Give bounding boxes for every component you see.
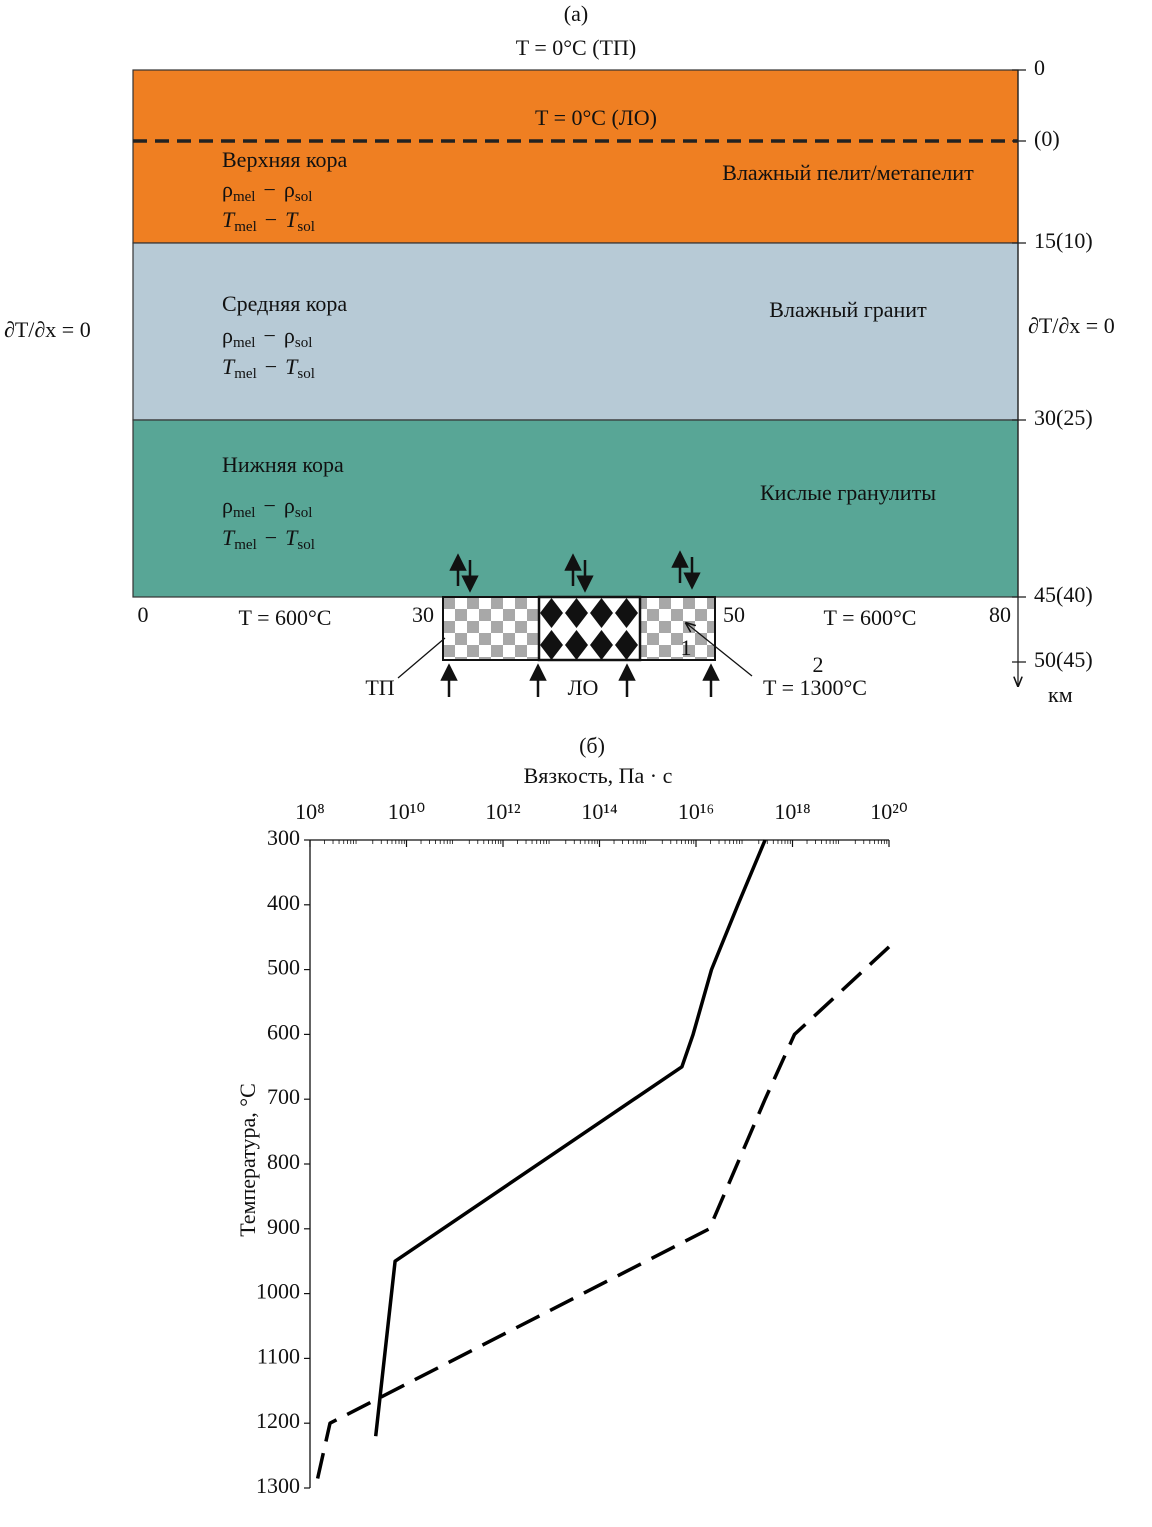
expr-part: mel	[234, 537, 257, 553]
expr-part: ρ	[222, 493, 233, 518]
expr-part: −	[263, 493, 275, 518]
expr-part: ρ	[222, 177, 233, 202]
expr-part: −	[263, 323, 275, 348]
tp-inlet	[640, 597, 715, 660]
expr-part: mel	[233, 189, 256, 205]
y-tick-label: 900	[267, 1214, 300, 1239]
depth-tick-label: 0	[1034, 55, 1045, 80]
expr-part: mel	[233, 335, 256, 351]
inlet-label: T = 1300°C	[763, 675, 867, 700]
series-label: 2	[813, 652, 824, 677]
x-tick-label: 10²⁰	[870, 799, 908, 824]
panel-a: (а) T = 0°C (ТП) Верхняя кора Влажный пел…	[4, 1, 1115, 707]
series-label: 1	[681, 635, 692, 660]
panel-b: (б) Вязкость, Па · с Температура, °C 10⁸…	[235, 635, 908, 1498]
y-tick-label: 1200	[256, 1408, 300, 1433]
y-tick-label: 700	[267, 1084, 300, 1109]
layer-material: Влажный пелит/метапелит	[722, 160, 974, 185]
y-tick-label: 500	[267, 955, 300, 980]
panel-label: (б)	[579, 733, 605, 758]
expr-part: ρ	[284, 493, 295, 518]
expr-part: −	[265, 525, 277, 550]
expr-part: sol	[295, 189, 313, 205]
layer-name: Верхняя кора	[222, 147, 348, 172]
top-boundary: T = 0°C (ТП)	[516, 35, 636, 60]
expr-part: −	[265, 207, 277, 232]
y-tick-label: 800	[267, 1149, 300, 1174]
depth-ticks: 0 (0) 15(10) 30(25) 45(40) 50(45)	[1012, 55, 1093, 672]
inlet-label: ЛО	[568, 675, 599, 700]
panel-label: (а)	[564, 1, 588, 26]
depth-tick-label: 45(40)	[1034, 582, 1093, 607]
inlet-label: ТП	[365, 675, 394, 700]
y-tick-label: 1100	[257, 1343, 300, 1368]
figure: (а) T = 0°C (ТП) Верхняя кора Влажный пел…	[0, 0, 1152, 1527]
x-tick-label: 10¹⁶	[678, 799, 714, 824]
leader-line	[398, 638, 445, 678]
bottom-label: T = 600°C	[239, 605, 332, 630]
side-boundary-left: ∂T/∂x = 0	[4, 317, 91, 342]
expr-part: mel	[234, 366, 257, 382]
x-axis-title: Вязкость, Па · с	[524, 763, 673, 788]
x-tick-label: 10¹⁰	[388, 799, 426, 824]
y-tick-label: 1000	[256, 1279, 300, 1304]
x-tick-label: 10¹⁴	[581, 799, 618, 824]
dashed-boundary: T = 0°C (ЛО)	[535, 105, 657, 130]
expr-part: ρ	[284, 323, 295, 348]
expr-part: ρ	[284, 177, 295, 202]
bottom-label: 0	[138, 602, 149, 627]
depth-tick-label: 30(25)	[1034, 405, 1093, 430]
series-line	[316, 947, 890, 1488]
expr-part: sol	[297, 537, 315, 553]
bottom-label: 50	[723, 602, 745, 627]
expr-part: ρ	[222, 323, 233, 348]
bottom-label: 80	[989, 602, 1011, 627]
depth-unit: км	[1048, 682, 1073, 707]
expr-part: mel	[234, 219, 257, 235]
y-tick-label: 300	[267, 825, 300, 850]
expr-part: −	[265, 354, 277, 379]
depth-tick-label: 50(45)	[1034, 647, 1093, 672]
lo-inlet	[539, 597, 640, 660]
x-tick-label: 10¹⁸	[774, 799, 810, 824]
layer-material: Кислые гранулиты	[760, 480, 936, 505]
tp-inlet	[443, 597, 539, 660]
depth-tick-label: 15(10)	[1034, 228, 1093, 253]
expr-part: sol	[295, 335, 313, 351]
expr-part: mel	[233, 505, 256, 521]
y-axis-title: Температура, °C	[235, 1083, 260, 1237]
series-line	[376, 840, 765, 1436]
y-tick-label: 400	[267, 890, 300, 915]
expr-part: sol	[297, 366, 315, 382]
y-tick-label: 600	[267, 1019, 300, 1044]
layer-name: Средняя кора	[222, 291, 347, 316]
layer-material: Влажный гранит	[769, 297, 927, 322]
bottom-label: 30	[412, 602, 434, 627]
y-tick-label: 1300	[256, 1473, 300, 1498]
x-tick-label: 10¹²	[485, 799, 521, 824]
bottom-label: T = 600°C	[824, 605, 917, 630]
expr-part: −	[263, 177, 275, 202]
x-tick-label: 10⁸	[295, 799, 325, 824]
expr-part: sol	[297, 219, 315, 235]
depth-tick-label: (0)	[1034, 126, 1060, 151]
side-boundary-right: ∂T/∂x = 0	[1028, 313, 1115, 338]
layer-name: Нижняя кора	[222, 452, 344, 477]
expr-part: sol	[295, 505, 313, 521]
